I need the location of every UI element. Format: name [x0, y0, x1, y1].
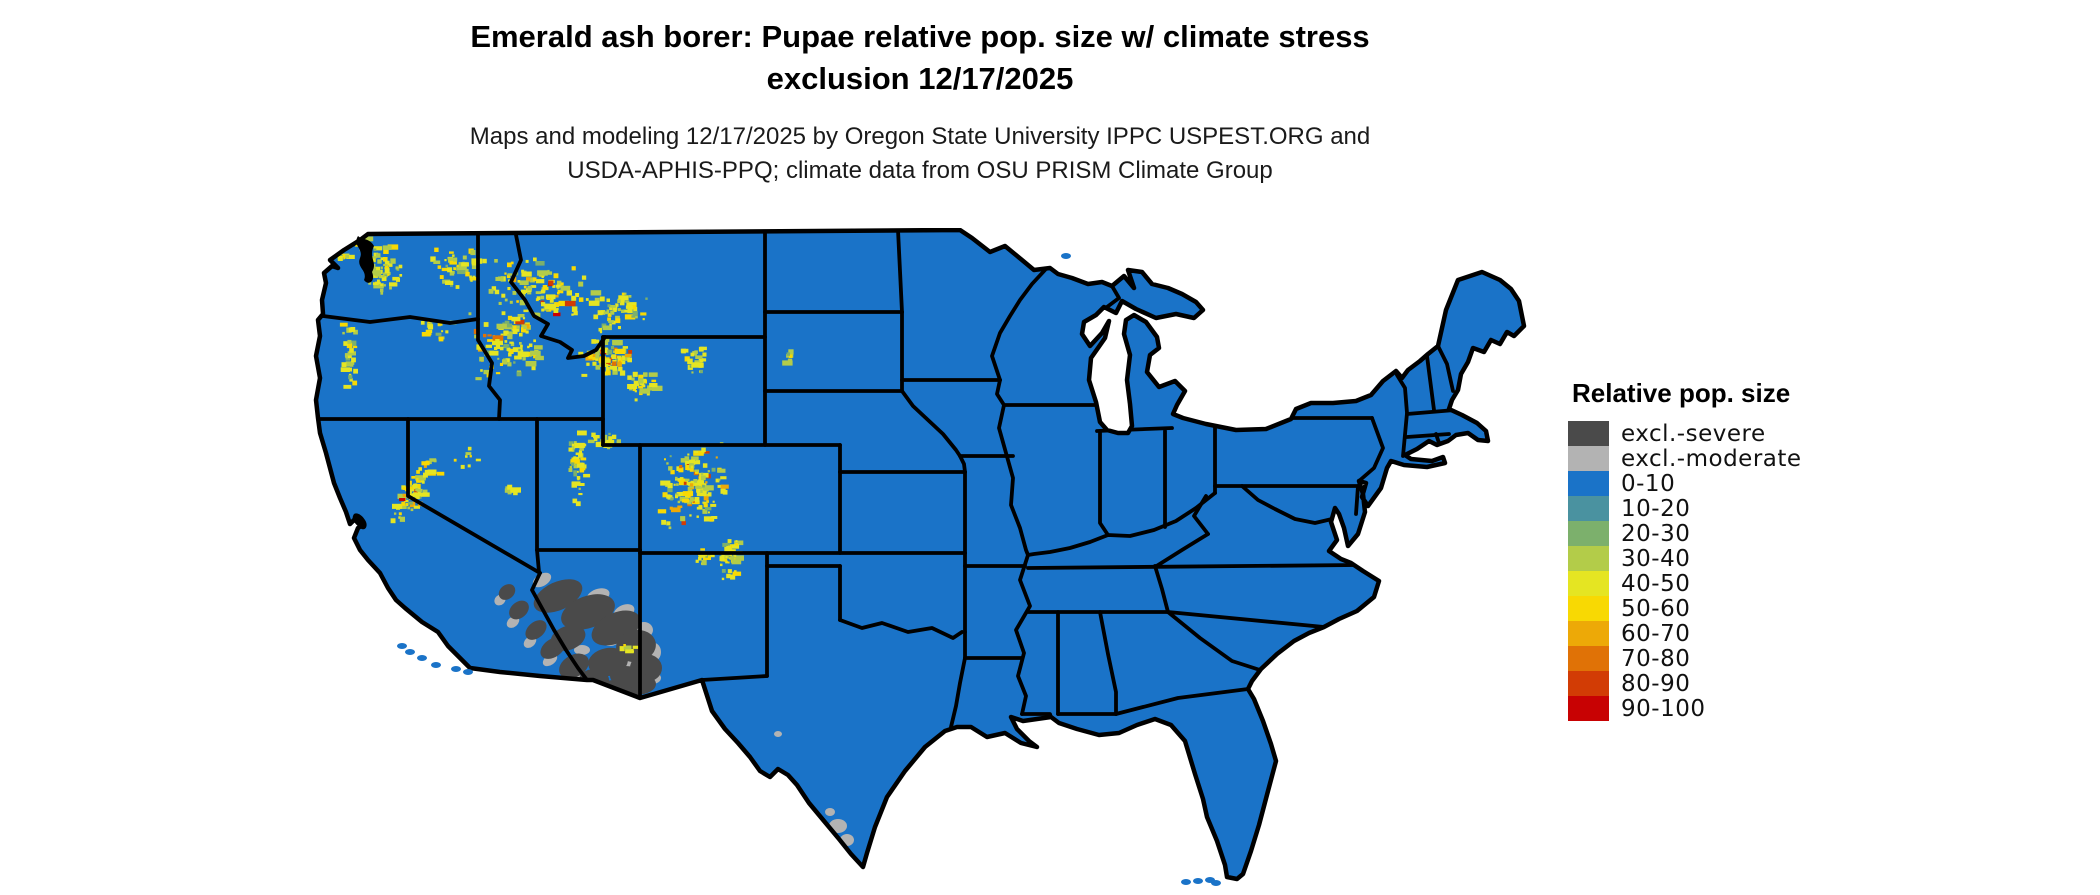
legend-swatch: [1568, 546, 1609, 571]
legend-item-label: 0-10: [1621, 470, 1676, 497]
water-details: [352, 236, 1221, 886]
map-title-line2: exclusion 12/17/2025: [766, 60, 1074, 96]
us-map-svg: [313, 227, 1527, 886]
map-subtitle: Maps and modeling 12/17/2025 by Oregon S…: [270, 120, 1570, 187]
us-outline: [313, 227, 1527, 882]
legend-item: 30-40: [1568, 545, 1898, 572]
legend-item: 10-20: [1568, 495, 1898, 522]
legend-item-label: 40-50: [1621, 570, 1691, 597]
map-title: Emerald ash borer: Pupae relative pop. s…: [270, 16, 1570, 100]
legend-item-label: 20-30: [1621, 520, 1691, 547]
legend-swatch: [1568, 496, 1609, 521]
legend-item-label: 60-70: [1621, 620, 1691, 647]
legend-swatch: [1568, 646, 1609, 671]
legend-item-label: 10-20: [1621, 495, 1691, 522]
legend-item: 0-10: [1568, 470, 1898, 497]
legend-item: 70-80: [1568, 645, 1898, 672]
legend-title: Relative pop. size: [1572, 378, 1791, 408]
legend-swatch: [1568, 696, 1609, 721]
legend-swatch: [1568, 596, 1609, 621]
legend-item: 50-60: [1568, 595, 1898, 622]
legend-items: excl.-severe excl.-moderate 0-10 10-20 20-30…: [1568, 420, 1898, 722]
legend-swatch: [1568, 446, 1609, 471]
legend-swatch: [1568, 571, 1609, 596]
legend-item-label: excl.-severe: [1621, 420, 1766, 447]
legend-item: 80-90: [1568, 670, 1898, 697]
legend-item: excl.-severe: [1568, 420, 1898, 447]
legend-item: 90-100: [1568, 695, 1898, 722]
legend-item: excl.-moderate: [1568, 445, 1898, 472]
legend-item-label: excl.-moderate: [1621, 445, 1802, 472]
legend-item-label: 50-60: [1621, 595, 1691, 622]
legend-swatch: [1568, 671, 1609, 696]
state-borders: [318, 230, 1457, 729]
map-title-line1: Emerald ash borer: Pupae relative pop. s…: [470, 19, 1370, 54]
legend: Relative pop. size excl.-severe excl.-mod…: [1568, 378, 1898, 722]
legend-swatch: [1568, 621, 1609, 646]
legend-item-label: 90-100: [1621, 695, 1706, 722]
legend-swatch: [1568, 421, 1609, 446]
legend-item: 20-30: [1568, 520, 1898, 547]
legend-item: 40-50: [1568, 570, 1898, 597]
legend-item-label: 30-40: [1621, 545, 1691, 572]
legend-swatch: [1568, 471, 1609, 496]
legend-item-label: 80-90: [1621, 670, 1691, 697]
hotspot-speckles: [337, 236, 794, 654]
legend-item-label: 70-80: [1621, 645, 1691, 672]
legend-item: 60-70: [1568, 620, 1898, 647]
legend-swatch: [1568, 521, 1609, 546]
us-map: [310, 227, 1550, 890]
map-subtitle-line2: USDA-APHIS-PPQ; climate data from OSU PR…: [567, 156, 1273, 184]
map-subtitle-line1: Maps and modeling 12/17/2025 by Oregon S…: [469, 123, 1371, 150]
